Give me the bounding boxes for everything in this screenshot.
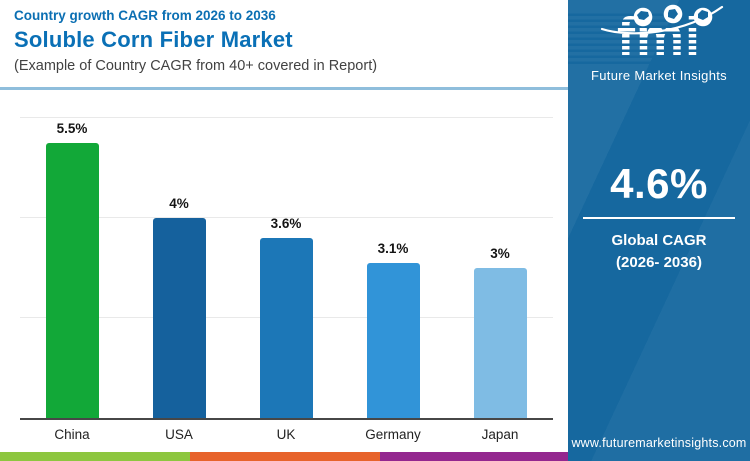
bar-usa (152, 218, 206, 418)
monogram-stripe-overlay (568, 10, 750, 64)
chart-subtitle: (Example of Country CAGR from 40+ covere… (14, 58, 378, 74)
x-axis-label-germany: Germany (365, 427, 421, 442)
x-axis-label-uk: UK (276, 427, 296, 442)
x-axis-labels: China USA UK Germany Japan (20, 427, 553, 447)
strip-segment-green (0, 452, 190, 461)
x-axis-label-usa: USA (165, 427, 193, 442)
logo-globe-icons (600, 4, 724, 35)
bar-uk (259, 238, 313, 418)
stat-label-line2: (2026- 2036) (616, 253, 702, 271)
fmi-logo: fmi Future Market Insights (568, 2, 750, 88)
stat-divider-rule (583, 217, 735, 219)
header-divider (0, 87, 568, 90)
bar-china (45, 143, 99, 418)
header: Country growth CAGR from 2026 to 2036 So… (14, 8, 558, 74)
bar-japan (473, 268, 527, 418)
bar-value-label-uk: 3.6% (270, 216, 302, 231)
sidebar: fmi Future Market Insights 4.6% Global C… (568, 0, 750, 461)
plot-area: 5.5% 4% 3.6% 3.1% 3% (20, 100, 553, 420)
gridline-4pct (20, 217, 553, 218)
bar-germany (366, 263, 420, 418)
global-cagr-stat: 4.6% Global CAGR (2026- 2036) (568, 160, 750, 274)
strip-segment-purple (380, 452, 568, 461)
chart-panel: Country growth CAGR from 2026 to 2036 So… (0, 8, 568, 461)
stat-label-line1: Global CAGR (611, 232, 707, 249)
fmi-monogram: fmi (568, 10, 750, 64)
strip-segment-orange (190, 452, 380, 461)
footer-color-strip (0, 452, 568, 461)
website-url[interactable]: www.futuremarketinsights.com (571, 436, 747, 450)
bar-value-label-usa: 4% (169, 196, 189, 211)
bar-value-label-japan: 3% (490, 246, 510, 261)
chart-kicker: Country growth CAGR from 2026 to 2036 (14, 8, 276, 23)
bar-value-label-china: 5.5% (56, 121, 88, 136)
bar-value-label-germany: 3.1% (377, 241, 409, 256)
stat-value: 4.6% (610, 160, 708, 207)
logo-company-name: Future Market Insights (591, 68, 727, 83)
gridline-6pct (20, 117, 553, 118)
x-axis-label-japan: Japan (481, 427, 519, 442)
chart-title: Soluble Corn Fiber Market (14, 27, 293, 52)
x-axis-label-china: China (54, 427, 90, 442)
